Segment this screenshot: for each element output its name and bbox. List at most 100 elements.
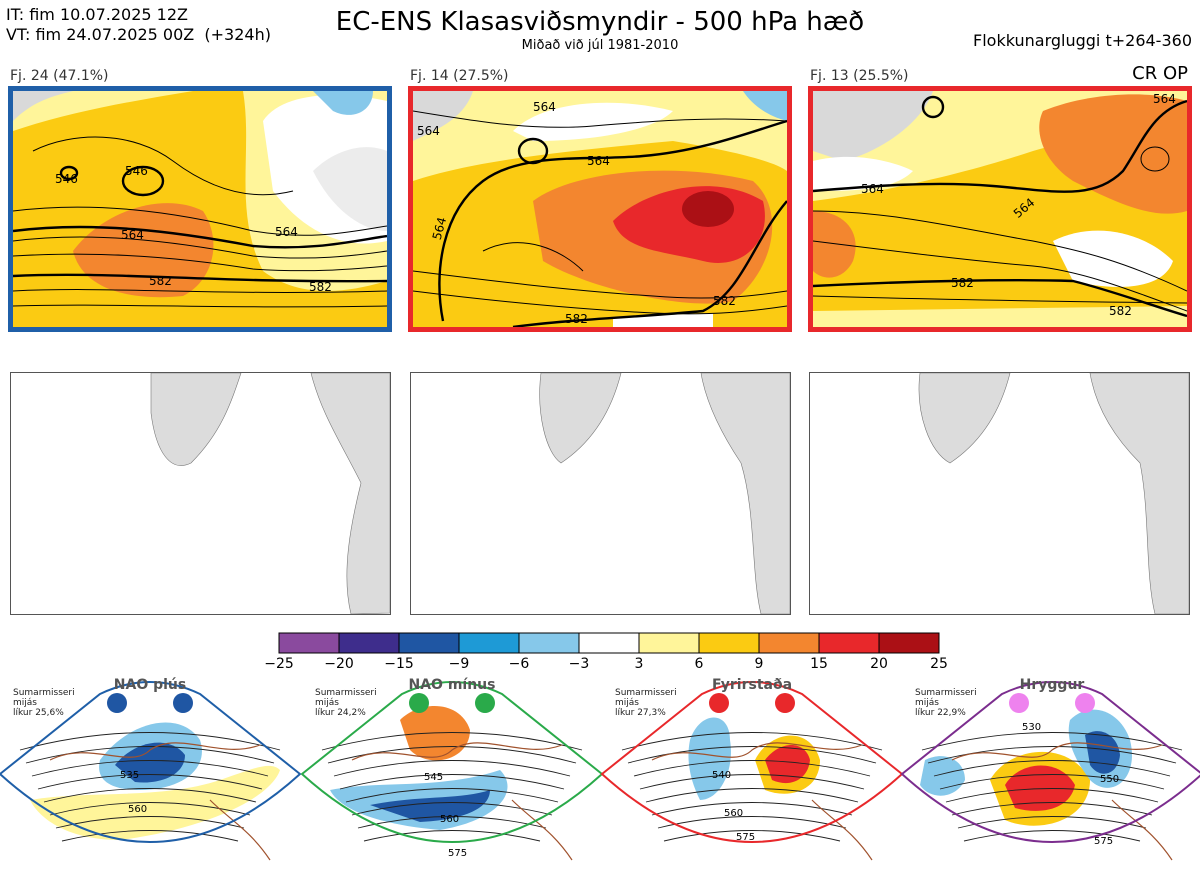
regime-background (602, 682, 902, 842)
regime-probability-note: Sumarmisseri mijás líkur 22,9% (915, 688, 977, 718)
regime-contour (61, 830, 239, 842)
regime-name: Hryggur (1019, 677, 1085, 693)
colorbar-swatch (878, 632, 940, 654)
regime-coastline (951, 742, 1173, 861)
regime-contour (357, 816, 547, 829)
contour-label: 564 (1153, 92, 1176, 106)
regime-marker-dot (409, 693, 429, 713)
regime-coastline (49, 742, 271, 861)
contour-label: 564 (587, 154, 610, 168)
classification-window: Flokkunargluggi t+264-360 (973, 31, 1192, 50)
anomaly-field-light-south (813, 306, 1187, 327)
colorbar-tick-label: −3 (568, 656, 590, 672)
regime-contour (621, 732, 883, 751)
colorbar-tick-label: 15 (810, 656, 828, 672)
greenland-land (150, 373, 242, 466)
regime-contour (339, 774, 565, 790)
blank-map-3-graphic (918, 373, 1189, 614)
colorbar-tick-label: −15 (384, 656, 414, 672)
regime-contour (19, 732, 281, 751)
anomaly-field-neutral (513, 102, 673, 141)
regime-frame (300, 681, 604, 843)
regime-anomaly (370, 790, 490, 822)
regime-marker-dot (173, 693, 193, 713)
colorbar (278, 632, 940, 654)
greenland-land (813, 91, 933, 161)
anomaly-field-strong (1039, 94, 1187, 214)
regime-contour (645, 788, 859, 803)
colorbar-tick-label: 20 (870, 656, 888, 672)
contour-label: 564 (275, 225, 298, 239)
regime-contour (633, 760, 871, 777)
regime-contour-label: 535 (120, 770, 139, 781)
anomaly-field-neutral-west (813, 156, 913, 191)
regime-contour (663, 830, 841, 842)
colorbar-tick-label: 6 (694, 656, 704, 672)
regime-contour-label: 560 (440, 814, 459, 825)
cluster-2-label: Fj. 14 (27.5%) (410, 68, 509, 84)
regime-contour (921, 732, 1183, 751)
run-info: IT: fim 10.07.2025 12Z VT: fim 24.07.2025… (6, 5, 271, 45)
colorbar-tick-label: −25 (264, 656, 294, 672)
regime-contour (657, 816, 847, 829)
regime-contour (927, 746, 1177, 764)
valid-time: VT: fim 24.07.2025 00Z (+324h) (6, 25, 271, 44)
regime-contour (333, 760, 571, 777)
regime-marker-dot (107, 693, 127, 713)
colorbar-tick-label: −20 (324, 656, 354, 672)
blank-map-2-graphic (539, 373, 790, 614)
cluster-1-label: Fj. 24 (47.1%) (10, 68, 109, 84)
regime-contour (957, 816, 1147, 829)
regime-contour-label: 575 (448, 848, 467, 859)
contour-label: 564 (861, 182, 884, 196)
regime-contour (327, 746, 577, 764)
europe-land (700, 373, 790, 614)
regime-contour (25, 746, 275, 764)
contour-label: 564 (430, 216, 449, 242)
regime-contour-label: 560 (724, 808, 743, 819)
regime-anomaly (115, 742, 185, 783)
contour-label: 564 (533, 100, 556, 114)
regime-contour (651, 802, 853, 816)
regime-contour (49, 802, 251, 816)
anomaly-field-neutral (1053, 230, 1173, 287)
regime-contour (37, 774, 263, 790)
regime-contour (627, 746, 877, 764)
anomaly-core (682, 191, 734, 227)
blank-map-1-graphic (150, 373, 390, 614)
cr-op-label: CR OP (1132, 63, 1188, 84)
colorbar-tick-label: 25 (930, 656, 948, 672)
regime-coastline (651, 742, 873, 861)
regime-name: NAO plús (113, 677, 187, 693)
greenland-land (13, 91, 73, 121)
cluster-map-2-graphic: 564 564 564 564 582 582 (413, 91, 787, 327)
regime-contour-label: 560 (128, 804, 147, 815)
greenland-land (918, 373, 1011, 464)
contour-label: 582 (309, 280, 332, 294)
init-time: IT: fim 10.07.2025 12Z (6, 5, 188, 24)
regime-contour (363, 830, 541, 842)
anomaly-field-negative (313, 91, 373, 115)
contour-label: 582 (1109, 304, 1132, 318)
regime-contour (951, 802, 1153, 816)
regime-coastline (351, 742, 573, 861)
contour-label: 582 (565, 312, 588, 326)
anomaly-field-negative (743, 91, 787, 121)
regime-contour-label: 545 (424, 772, 443, 783)
regime-marker-dot (1009, 693, 1029, 713)
regime-marker-dot (775, 693, 795, 713)
regime-contour (351, 802, 553, 816)
regime-marker-dot (1075, 693, 1095, 713)
europe-land (310, 373, 390, 614)
colorbar-tick-label: 3 (634, 656, 644, 672)
colorbar-tick-label: −6 (508, 656, 530, 672)
contour-label: 582 (713, 294, 736, 308)
regime-contour (321, 732, 583, 751)
regime-probability-note: Sumarmisseri mijás líkur 24,2% (315, 688, 377, 718)
regime-frame (0, 681, 302, 843)
regime-contour (31, 760, 269, 777)
regime-contour-label: 575 (736, 832, 755, 843)
